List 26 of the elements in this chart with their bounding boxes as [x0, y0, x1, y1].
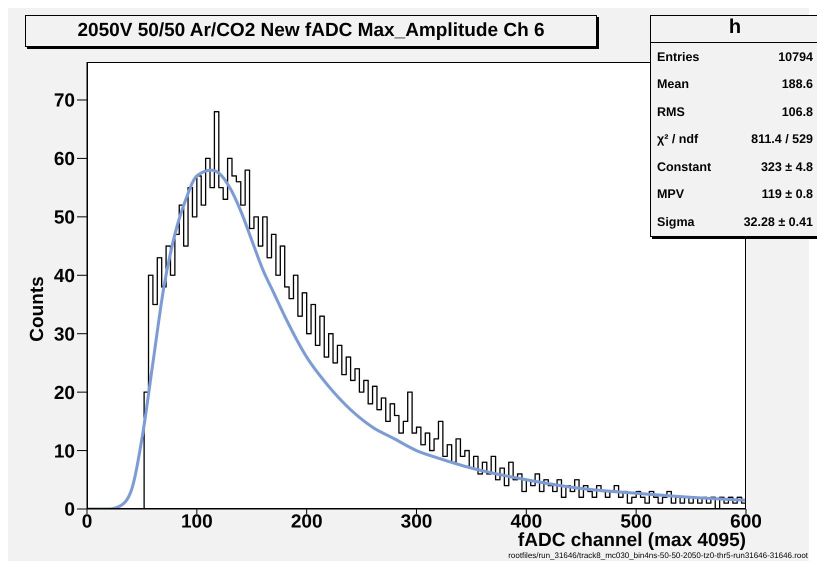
chart-title: 2050V 50/50 Ar/CO2 New fADC Max_Amplitude Ch 6 — [25, 15, 597, 47]
x-axis-title: fADC channel (max 4095) — [516, 530, 746, 551]
x-tick-label: 200 — [290, 511, 323, 532]
x-tick-label: 500 — [620, 511, 652, 532]
text: h — [651, 16, 817, 43]
text: RMS 106.8 — [657, 104, 813, 119]
x-tick-label: 300 — [400, 511, 432, 532]
y-tick-label: 60 — [54, 149, 75, 170]
y-tick-label: 40 — [54, 266, 75, 288]
y-tick-label: 70 — [54, 90, 75, 112]
x-tick-label: 600 — [730, 511, 762, 532]
y-axis-title: Counts — [27, 276, 49, 342]
text: rootfiles/run_31646/track8_mc030_bin4ns-50-50-2050-tz0-thr5-run31646-31646.root — [507, 551, 808, 560]
text: MPV 119 ± 0.8 — [657, 187, 813, 202]
text: Mean 188.6 — [657, 77, 813, 92]
text: Constant 323 ± 4.8 — [657, 160, 813, 174]
text: Sigma 32.28 ± 0.41 — [657, 214, 813, 229]
x-tick-label: 100 — [180, 511, 213, 532]
y-tick-label: 50 — [54, 208, 75, 229]
text: χ² / ndf 811.4 / 529 — [657, 132, 813, 146]
y-tick-label: 30 — [54, 324, 75, 346]
x-tick-label: 0 — [82, 511, 92, 532]
y-tick-label: 20 — [54, 382, 75, 404]
x-tick-label: 400 — [510, 511, 542, 532]
y-tick-label: 10 — [54, 441, 75, 462]
text: Entries 10794 — [657, 50, 813, 64]
